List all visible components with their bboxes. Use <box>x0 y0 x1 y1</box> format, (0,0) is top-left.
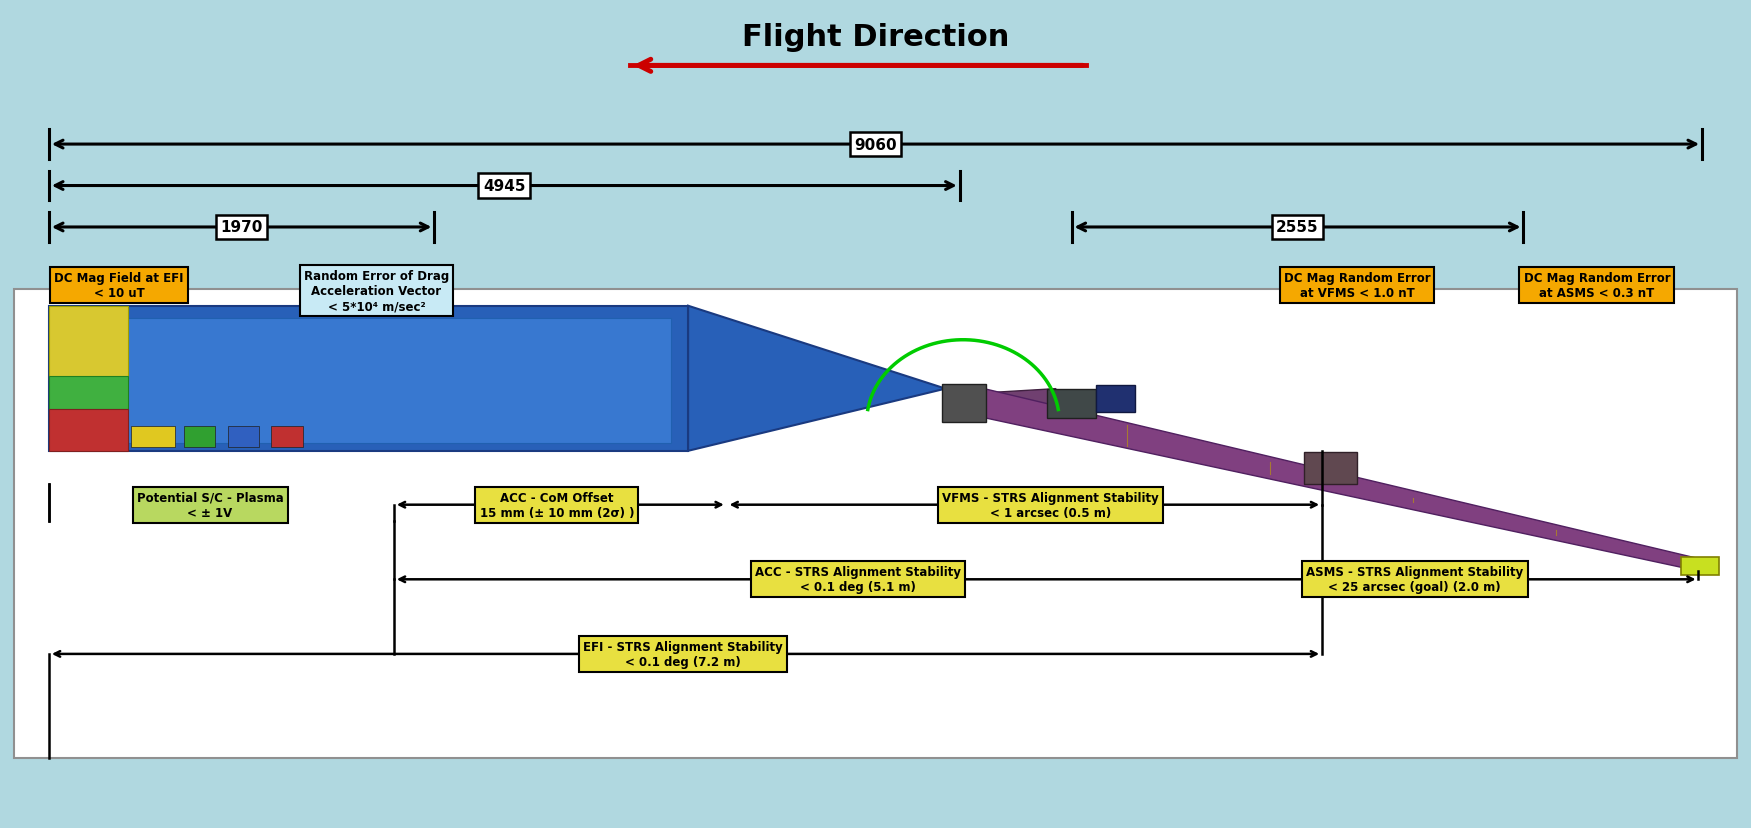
Text: ACC - STRS Alignment Stability
< 0.1 deg (5.1 m): ACC - STRS Alignment Stability < 0.1 deg… <box>755 566 961 594</box>
Polygon shape <box>688 306 946 451</box>
Text: Random Error of Drag
Acceleration Vector
< 5*10⁴ m/sec²: Random Error of Drag Acceleration Vector… <box>305 270 448 313</box>
Text: DC Mag Field at EFI
< 10 uT: DC Mag Field at EFI < 10 uT <box>54 272 184 300</box>
FancyBboxPatch shape <box>1304 453 1357 484</box>
Text: 4945: 4945 <box>483 179 525 194</box>
Text: 2555: 2555 <box>1276 220 1319 235</box>
Text: DC Mag Random Error
at ASMS < 0.3 nT: DC Mag Random Error at ASMS < 0.3 nT <box>1523 272 1670 300</box>
Text: ACC - CoM Offset
15 mm (± 10 mm (2σ) ): ACC - CoM Offset 15 mm (± 10 mm (2σ) ) <box>480 491 634 519</box>
Text: Potential S/C - Plasma
< ± 1V: Potential S/C - Plasma < ± 1V <box>137 491 284 519</box>
FancyBboxPatch shape <box>271 426 303 447</box>
Text: EFI - STRS Alignment Stability
< 0.1 deg (7.2 m): EFI - STRS Alignment Stability < 0.1 deg… <box>583 640 783 668</box>
Polygon shape <box>986 389 1056 418</box>
FancyBboxPatch shape <box>1096 386 1135 412</box>
FancyBboxPatch shape <box>1681 557 1719 575</box>
FancyBboxPatch shape <box>14 290 1737 758</box>
FancyBboxPatch shape <box>49 410 128 451</box>
Polygon shape <box>984 389 1698 571</box>
Text: ASMS - STRS Alignment Stability
< 25 arcsec (goal) (2.0 m): ASMS - STRS Alignment Stability < 25 arc… <box>1306 566 1523 594</box>
FancyBboxPatch shape <box>184 426 215 447</box>
Text: 1970: 1970 <box>221 220 263 235</box>
Text: VFMS - STRS Alignment Stability
< 1 arcsec (0.5 m): VFMS - STRS Alignment Stability < 1 arcs… <box>942 491 1159 519</box>
Text: Flight Direction: Flight Direction <box>742 23 1009 51</box>
FancyBboxPatch shape <box>49 306 128 381</box>
Text: DC Mag Random Error
at VFMS < 1.0 nT: DC Mag Random Error at VFMS < 1.0 nT <box>1283 272 1431 300</box>
FancyBboxPatch shape <box>49 377 128 410</box>
Text: 9060: 9060 <box>854 137 897 152</box>
FancyBboxPatch shape <box>131 426 175 447</box>
FancyBboxPatch shape <box>49 306 688 451</box>
FancyBboxPatch shape <box>1047 389 1096 418</box>
FancyBboxPatch shape <box>942 385 986 422</box>
FancyBboxPatch shape <box>228 426 259 447</box>
FancyBboxPatch shape <box>67 319 671 443</box>
